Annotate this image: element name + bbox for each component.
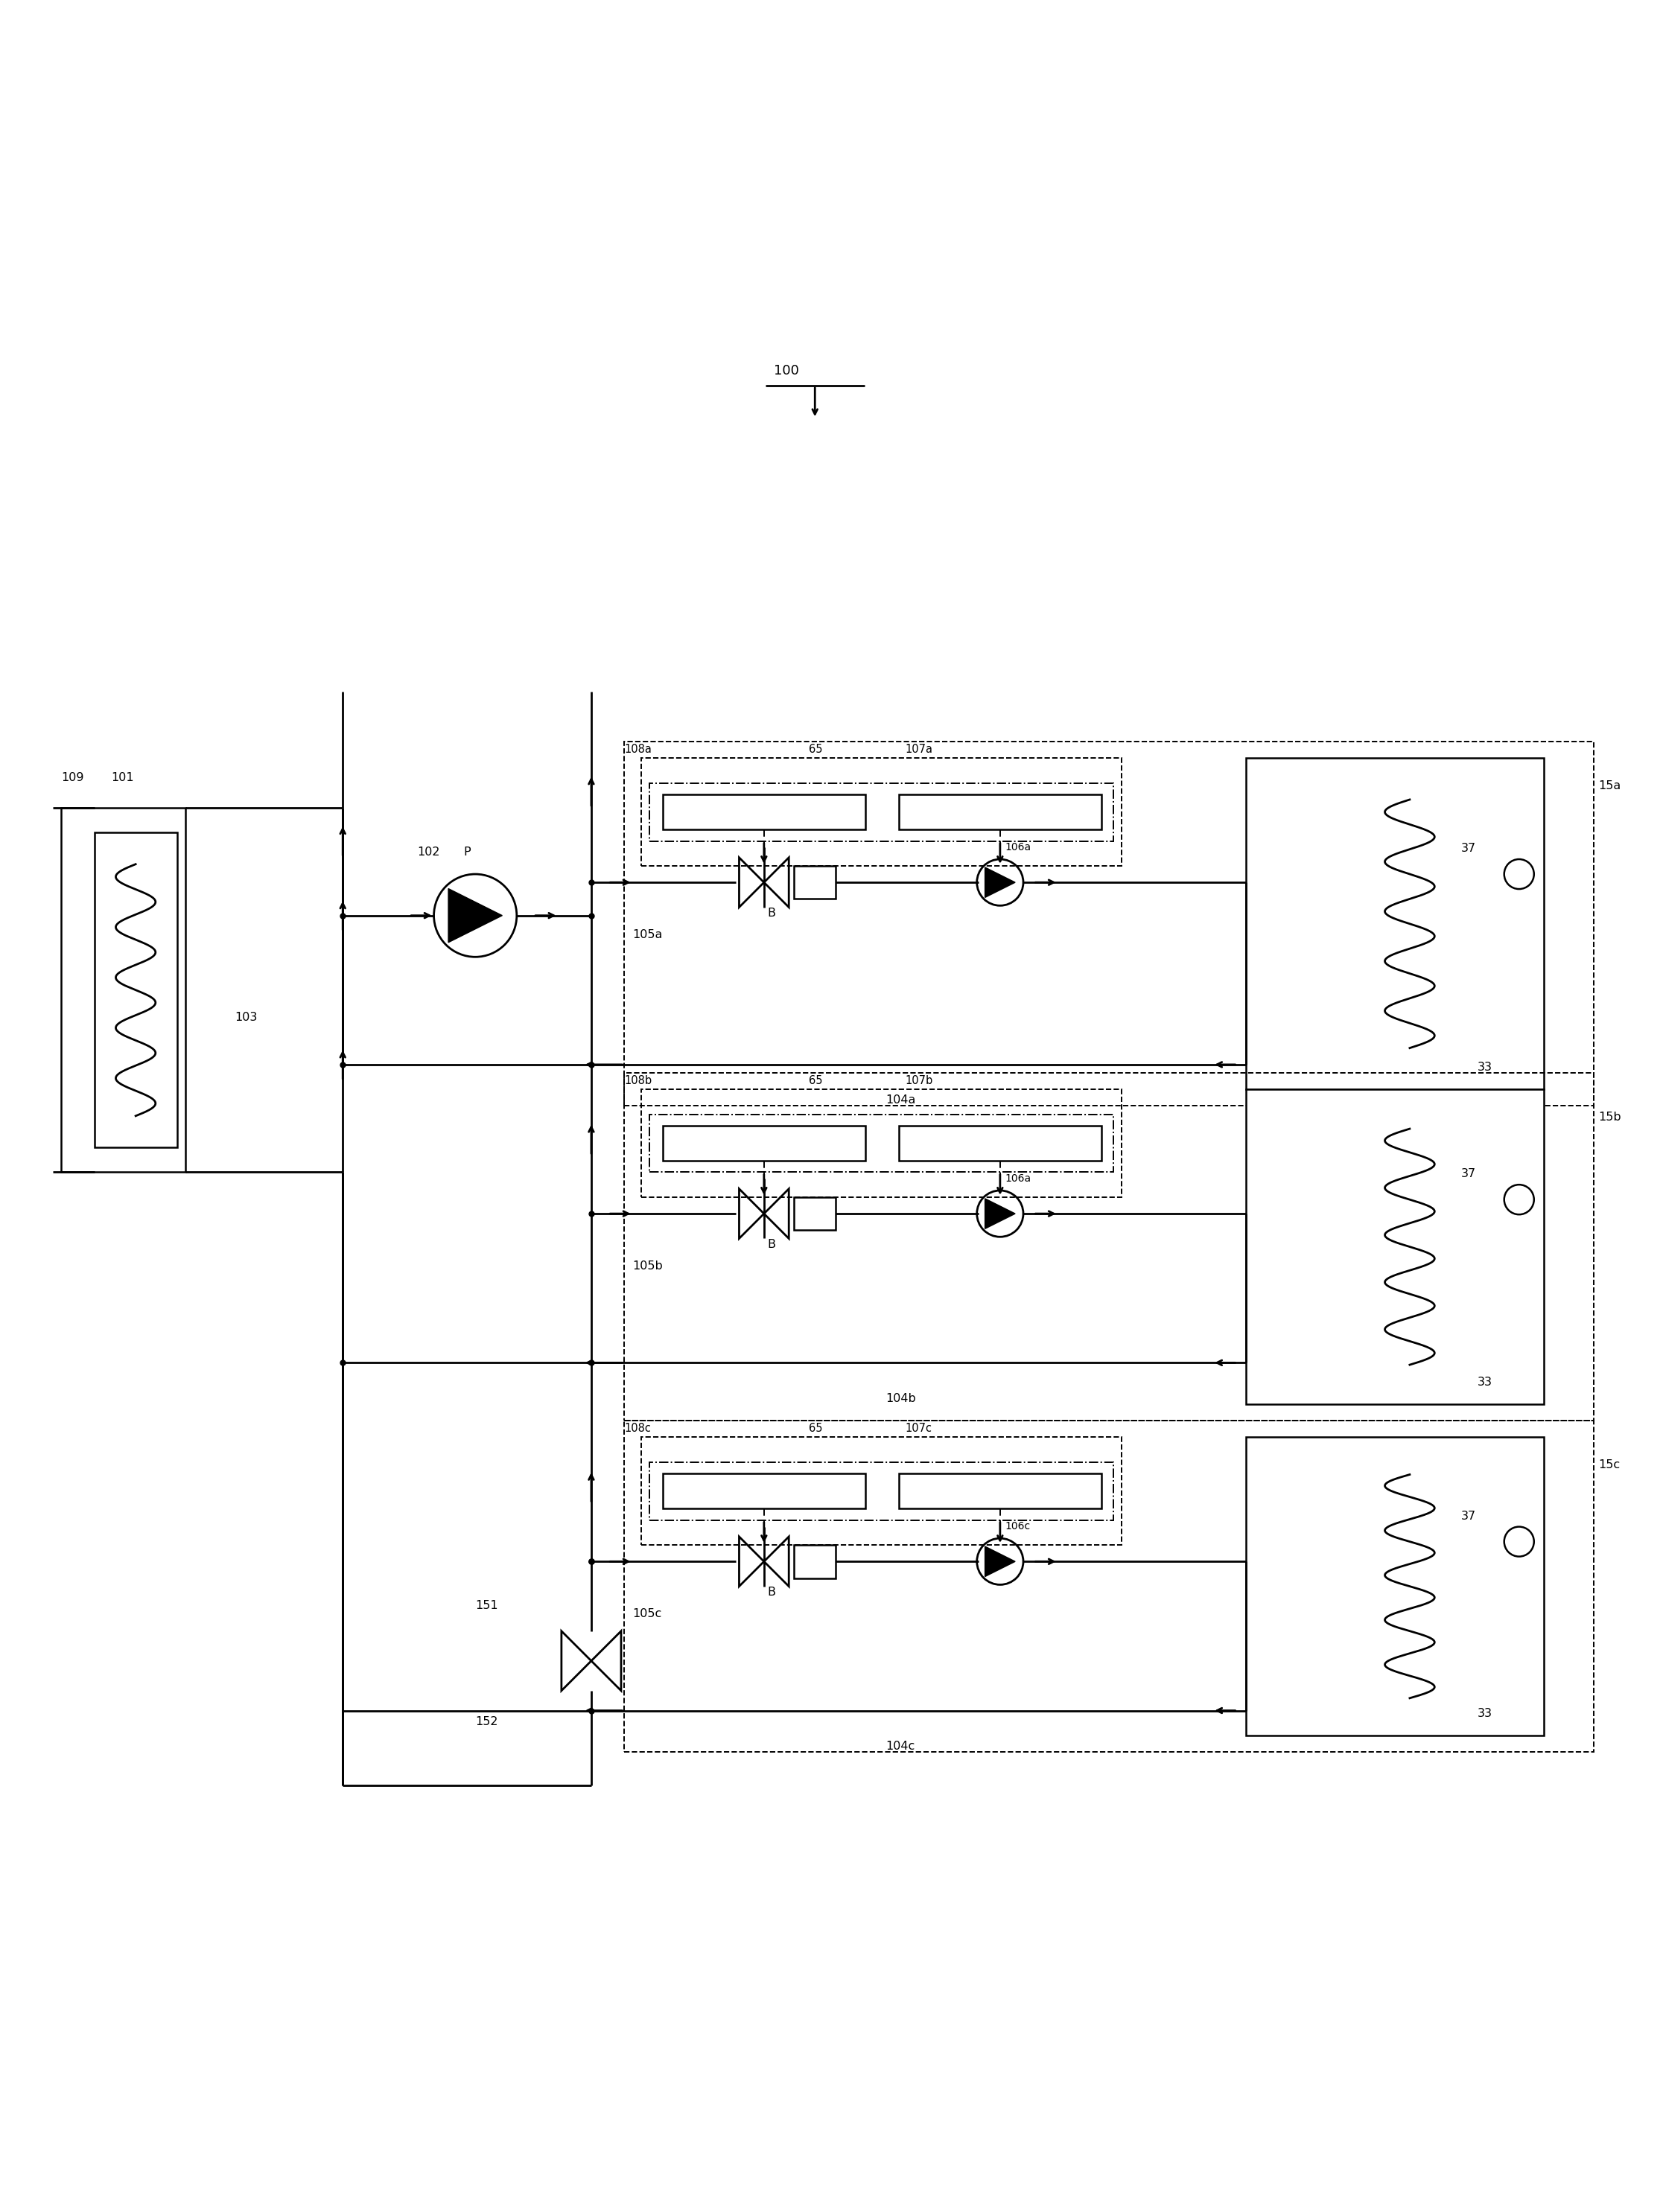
Text: 65: 65 [810, 1075, 823, 1086]
Text: 104a: 104a [885, 1095, 915, 1106]
Bar [624, 741, 1593, 1106]
Text: 151: 151 [476, 1599, 499, 1610]
Bar [898, 794, 1101, 830]
Text: 108b: 108b [624, 1075, 652, 1086]
Bar [640, 1438, 1121, 1544]
Polygon shape [984, 867, 1014, 898]
Text: 37: 37 [1462, 843, 1477, 854]
Bar [624, 1073, 1593, 1420]
Text: 33: 33 [1478, 1062, 1493, 1073]
Text: 102: 102 [417, 847, 441, 858]
Text: 33: 33 [1478, 1376, 1493, 1387]
Bar [624, 1420, 1593, 1752]
Bar [793, 1544, 835, 1577]
Bar [640, 1091, 1121, 1197]
Text: 105a: 105a [632, 929, 664, 940]
Bar [1246, 1091, 1543, 1405]
Bar [898, 1473, 1101, 1509]
Bar [95, 832, 176, 1148]
Text: 101: 101 [111, 772, 133, 783]
Text: 106a: 106a [1004, 1172, 1031, 1183]
Text: 100: 100 [773, 363, 798, 378]
Text: B: B [767, 1586, 775, 1597]
Bar [793, 1197, 835, 1230]
Text: 106c: 106c [1004, 1522, 1031, 1531]
Text: 109: 109 [62, 772, 83, 783]
Text: 37: 37 [1462, 1168, 1477, 1179]
Text: 104c: 104c [885, 1741, 915, 1752]
Text: 107c: 107c [905, 1422, 931, 1433]
Bar [662, 1126, 865, 1161]
Text: 108a: 108a [624, 743, 652, 754]
Polygon shape [984, 1199, 1014, 1228]
Text: 65: 65 [810, 743, 823, 754]
Bar [649, 1462, 1113, 1520]
Text: 106a: 106a [1004, 843, 1031, 852]
Bar [649, 1115, 1113, 1172]
Text: 107b: 107b [905, 1075, 933, 1086]
Text: 15b: 15b [1598, 1110, 1621, 1121]
Text: 65: 65 [810, 1422, 823, 1433]
Bar [1246, 759, 1543, 1091]
Text: 107a: 107a [905, 743, 933, 754]
Bar [662, 1473, 865, 1509]
Bar [662, 794, 865, 830]
Bar [898, 1126, 1101, 1161]
Text: 108c: 108c [624, 1422, 652, 1433]
Text: 15c: 15c [1598, 1460, 1620, 1471]
Text: 105c: 105c [632, 1608, 662, 1619]
Text: 105b: 105b [632, 1261, 664, 1272]
Text: 37: 37 [1462, 1511, 1477, 1522]
Bar [62, 807, 185, 1172]
Bar [640, 759, 1121, 865]
Bar [649, 783, 1113, 841]
Bar [793, 865, 835, 898]
Text: 15a: 15a [1598, 781, 1621, 792]
Text: 152: 152 [476, 1717, 497, 1728]
Polygon shape [449, 889, 502, 942]
Text: 33: 33 [1478, 1708, 1493, 1719]
Polygon shape [984, 1546, 1014, 1577]
Text: 104b: 104b [885, 1394, 916, 1405]
Text: B: B [767, 1239, 775, 1250]
Text: P: P [464, 847, 471, 858]
Bar [1246, 1438, 1543, 1736]
Text: B: B [767, 907, 775, 918]
Text: 103: 103 [234, 1013, 258, 1024]
